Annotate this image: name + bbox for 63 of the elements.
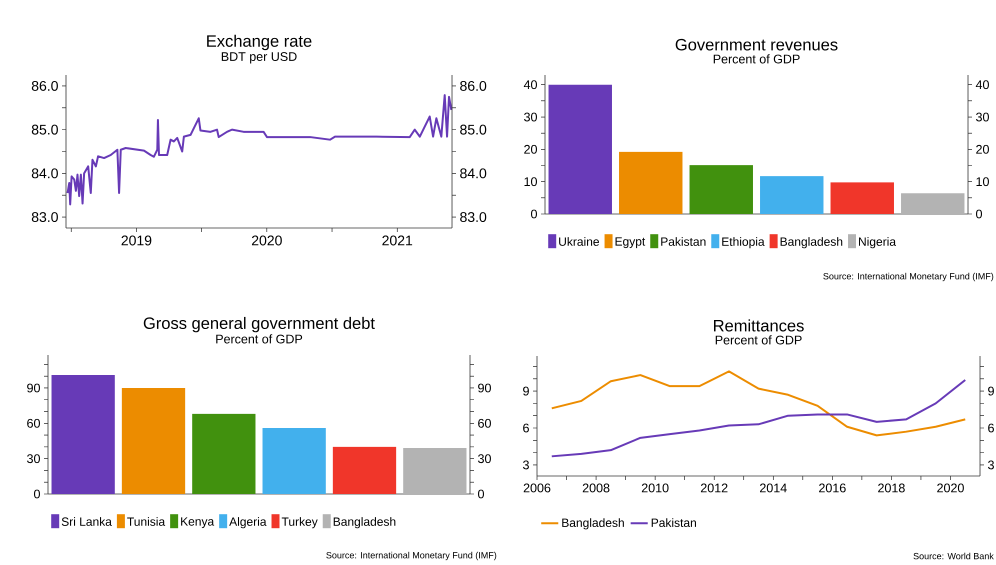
line-series [550,370,966,436]
y-tick-label: 85.0 [32,124,58,135]
y2-tick-label: 3 [523,460,529,470]
legend-label: Pakistan [661,237,706,246]
source-note: Source: International Monetary Fund (IMF) [823,272,994,282]
y2-tick-label: 9 [523,386,529,396]
legend-label: Tunisia [127,517,166,526]
x-tick-label: 2019 [122,236,152,246]
legend-label: Turkey [282,517,318,528]
x-tick-label: 2020 [937,484,964,492]
chart-title: Gross general government debt [144,316,375,332]
y-tick-label: 30 [478,454,491,464]
legend-label: Bangladesh [334,517,396,528]
y2-tick-label: 20 [524,144,537,154]
y-tick-label: 83.0 [32,212,58,222]
line-series [550,378,966,458]
x-tick-label: 2010 [642,484,669,492]
line-series [66,94,452,206]
y-tick-label: 90 [478,384,491,392]
chart-title: Government revenues [676,38,838,50]
chart-subtitle: Percent of GDP [216,334,302,344]
legend-label: Sri Lanka [62,517,112,526]
legend-label: Nigeria [859,237,896,248]
chart-subtitle: BDT per USD [222,52,297,64]
y-tick-label: 9 [988,386,994,396]
legend-label: Pakistan [652,518,696,528]
chart-title: Exchange rate [207,34,312,50]
y-tick-label: 20 [976,144,989,154]
legend-label: Egypt [616,237,646,248]
x-tick-label: 2016 [819,484,846,492]
x-tick-label: 2014 [760,484,787,492]
legend-label: Ukraine [559,237,600,246]
y-tick-label: 86.0 [32,80,58,91]
y-tick-label: 60 [478,418,491,428]
y-tick-label: 30 [976,112,989,122]
chart-title: Remittances [714,319,804,332]
x-tick-label: 2020 [252,236,282,246]
y-tick-label: 3 [988,460,994,470]
x-tick-label: 2006 [524,484,550,492]
legend-label: Ethiopia [722,237,765,248]
chart-subtitle: Percent of GDP [716,335,802,344]
x-tick-label: 2018 [878,484,905,492]
y2-tick-label: 10 [524,177,537,186]
x-tick-label: 2008 [582,484,610,492]
legend-label: Bangladesh [562,518,624,530]
legend-label: Bangladesh [780,237,842,248]
y2-tick-label: 0 [531,210,537,218]
y-tick-label: 10 [976,177,989,186]
y-tick-label: 0 [478,490,484,498]
source-note: Source: World Bank [914,552,994,560]
y-tick-label: 40 [976,80,989,90]
y2-tick-label: 6 [523,424,529,432]
source-note: Source: International Monetary Fund (IMF) [326,552,496,560]
chart-subtitle: Percent of GDP [714,54,800,64]
y2-tick-label: 30 [524,112,537,122]
x-tick-label: 2021 [382,236,412,246]
y2-tick-label: 40 [524,80,537,90]
y-tick-label: 6 [988,424,994,432]
legend-label: Kenya [181,517,214,528]
y-tick-label: 84.0 [32,168,58,178]
legend-label: Algeria [229,517,266,528]
x-tick-label: 2012 [700,484,728,492]
y-tick-label: 0 [976,210,982,218]
